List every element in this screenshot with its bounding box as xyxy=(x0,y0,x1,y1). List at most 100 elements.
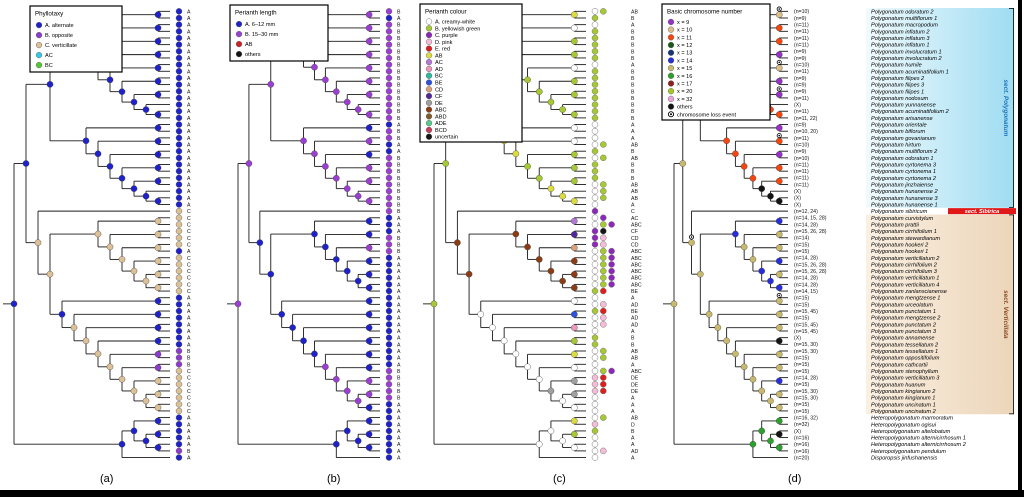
tip-state-label: B xyxy=(631,336,635,342)
legend-title: Basic chromosome number xyxy=(667,9,742,16)
ancestral-node-dot xyxy=(365,11,373,18)
ancestral-node-dot xyxy=(154,177,162,185)
tip-row: B xyxy=(385,68,401,75)
ancestral-node-dot xyxy=(547,98,555,106)
tip-row: A xyxy=(591,361,635,368)
tip-state-dot xyxy=(591,307,599,315)
tip-state-dot xyxy=(175,81,183,88)
legend-swatch xyxy=(425,65,433,73)
tip-state-dot xyxy=(591,294,599,301)
ancestral-node-dot xyxy=(571,417,578,425)
tip-row: A xyxy=(385,287,401,295)
chromosome-count-label: (X) xyxy=(794,336,801,342)
tip-state-label: A xyxy=(187,196,191,202)
ancestral-node-dot xyxy=(154,417,162,425)
chromosome-count-label: (X) xyxy=(794,196,801,202)
ancestral-node-dot xyxy=(154,38,162,45)
tip-state-label: CD xyxy=(631,242,639,248)
tip-state-dot xyxy=(385,221,393,228)
tip-state-dot xyxy=(385,214,393,221)
tip-row: (n=15) Polygonatum stenophyllum xyxy=(794,369,939,375)
legend-item-label: C. verticillate xyxy=(45,43,77,49)
ancestral-node-dot xyxy=(559,397,566,405)
tip-row: B xyxy=(385,394,401,402)
tip-state-label: A xyxy=(397,449,401,455)
tip-row: (n=16, 32) Heteropolygonatum marmoratum xyxy=(794,415,953,421)
chromosome-count-label: (n=15) xyxy=(794,369,809,375)
species-label: Disporopsis jinfushanensis xyxy=(871,456,937,462)
tip-state-dot xyxy=(591,454,599,461)
tip-state-dot xyxy=(385,227,393,235)
tip-row: (n=15, 30) Polygonatum tessellatum 1 xyxy=(794,349,938,355)
tip-state-label: AB xyxy=(631,189,638,195)
chromosome-count-label: (n=9) xyxy=(794,76,807,82)
tip-state-dot xyxy=(175,108,183,115)
tip-row: (n=11) Polygonatum inflatum 3 xyxy=(794,36,930,42)
chromosome-count-label: (n=11) xyxy=(794,169,809,175)
tip-state-dot xyxy=(175,261,183,268)
tip-row: AB xyxy=(591,354,638,362)
panel-a-tree: AAAAAAAAAAAAAAAAAAAAAAAAAAAAAACCCCCCACCC… xyxy=(3,8,191,462)
tip-state-dot xyxy=(175,281,183,288)
tip-state-label: A xyxy=(187,416,191,422)
tip-row: (n=10) Polygonatum humile xyxy=(794,63,922,69)
ancestral-node-dot xyxy=(365,164,373,172)
tip-state-label: B xyxy=(631,36,635,42)
tip-state-dot xyxy=(608,254,615,261)
tip-state-dot xyxy=(385,54,393,62)
tip-row: C xyxy=(175,407,191,415)
legend-item: x = 9 xyxy=(667,18,689,26)
species-label: Polygonatum hookeri 1 xyxy=(871,249,928,255)
tip-row: B xyxy=(591,147,635,155)
chromosome-loss-event-icon xyxy=(689,234,695,240)
tip-state-dot xyxy=(591,221,599,228)
tip-row: A xyxy=(385,421,401,428)
species-label: Polygonatum cathcartii xyxy=(871,362,928,368)
tip-state-label: AD xyxy=(631,322,638,328)
tip-state-label: C xyxy=(187,236,191,242)
tip-row: A xyxy=(385,414,401,422)
tip-state-label: A xyxy=(187,296,191,302)
tip-state-label: A xyxy=(397,402,401,408)
species-label: Polygonatum filipes 2 xyxy=(871,76,925,82)
tip-state-dot xyxy=(608,221,615,228)
chromosome-count-label: (n=14, 28) xyxy=(794,282,818,288)
tip-state-dot xyxy=(591,301,599,308)
tip-state-dot xyxy=(175,234,183,241)
tip-state-label: A xyxy=(397,16,401,22)
tip-row: (n=15, 45) Polygonatum punctatum 2 xyxy=(794,322,937,328)
tip-state-dot xyxy=(608,261,615,268)
tip-state-dot xyxy=(385,34,393,42)
tip-state-dot xyxy=(175,447,183,455)
tip-state-dot xyxy=(600,247,607,255)
tip-state-label: AD xyxy=(631,449,638,455)
tip-state-label: A xyxy=(631,202,635,208)
tip-row: B xyxy=(385,201,401,208)
ancestral-node-dot xyxy=(571,11,578,18)
chromosome-count-label: (n=9) xyxy=(794,82,807,88)
species-label: Polygonatum humile xyxy=(871,63,922,69)
tip-state-label: B xyxy=(397,89,401,95)
legend-item-label: x = 13 xyxy=(677,51,692,57)
ancestral-node-dot xyxy=(740,243,748,251)
ancestral-node-dot xyxy=(343,267,351,275)
tip-state-dot xyxy=(385,181,393,188)
tip-state-label: B xyxy=(397,83,401,89)
tip-row: B xyxy=(385,154,401,162)
ancestral-node-dot xyxy=(311,150,318,158)
ancestral-node-dot xyxy=(775,217,783,225)
tip-row: DE xyxy=(591,381,639,388)
tip-state-label: B xyxy=(397,36,401,42)
chromosome-count-label: (n=10) xyxy=(794,63,809,69)
tip-row: A xyxy=(175,114,191,122)
tip-state-label: B xyxy=(397,29,401,35)
species-label: Polygonatum nodosum xyxy=(871,96,929,102)
tip-row: A xyxy=(385,354,401,362)
chromosome-count-label: (n=15) xyxy=(794,356,809,362)
ancestral-node-dot xyxy=(154,271,162,278)
legend-title: Phyllotaxy xyxy=(35,11,64,18)
legend-item: CF xyxy=(425,92,443,100)
tip-state-dot xyxy=(175,88,183,95)
tip-state-label: CF xyxy=(631,229,638,235)
ancestral-node-dot xyxy=(705,311,713,318)
